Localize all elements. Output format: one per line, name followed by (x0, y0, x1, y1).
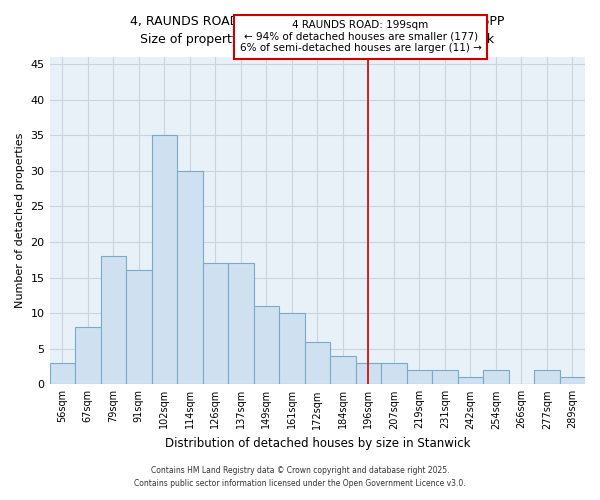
Title: 4, RAUNDS ROAD, STANWICK, WELLINGBOROUGH, NN9 6PP
Size of property relative to d: 4, RAUNDS ROAD, STANWICK, WELLINGBOROUGH… (130, 15, 505, 46)
Bar (458, 377, 483, 384)
Bar (407, 370, 432, 384)
Bar (534, 370, 560, 384)
Bar (356, 363, 381, 384)
Bar (152, 135, 177, 384)
Bar (254, 306, 279, 384)
Bar (50, 363, 75, 384)
Bar (177, 171, 203, 384)
Bar (305, 342, 330, 384)
Bar (75, 328, 101, 384)
X-axis label: Distribution of detached houses by size in Stanwick: Distribution of detached houses by size … (164, 437, 470, 450)
Bar (279, 313, 305, 384)
Bar (203, 264, 228, 384)
Bar (483, 370, 509, 384)
Text: Contains HM Land Registry data © Crown copyright and database right 2025.
Contai: Contains HM Land Registry data © Crown c… (134, 466, 466, 487)
Bar (381, 363, 407, 384)
Bar (126, 270, 152, 384)
Bar (330, 356, 356, 384)
Text: 4 RAUNDS ROAD: 199sqm
← 94% of detached houses are smaller (177)
6% of semi-deta: 4 RAUNDS ROAD: 199sqm ← 94% of detached … (239, 20, 482, 54)
Bar (101, 256, 126, 384)
Bar (560, 377, 585, 384)
Y-axis label: Number of detached properties: Number of detached properties (15, 133, 25, 308)
Bar (432, 370, 458, 384)
Bar (228, 264, 254, 384)
